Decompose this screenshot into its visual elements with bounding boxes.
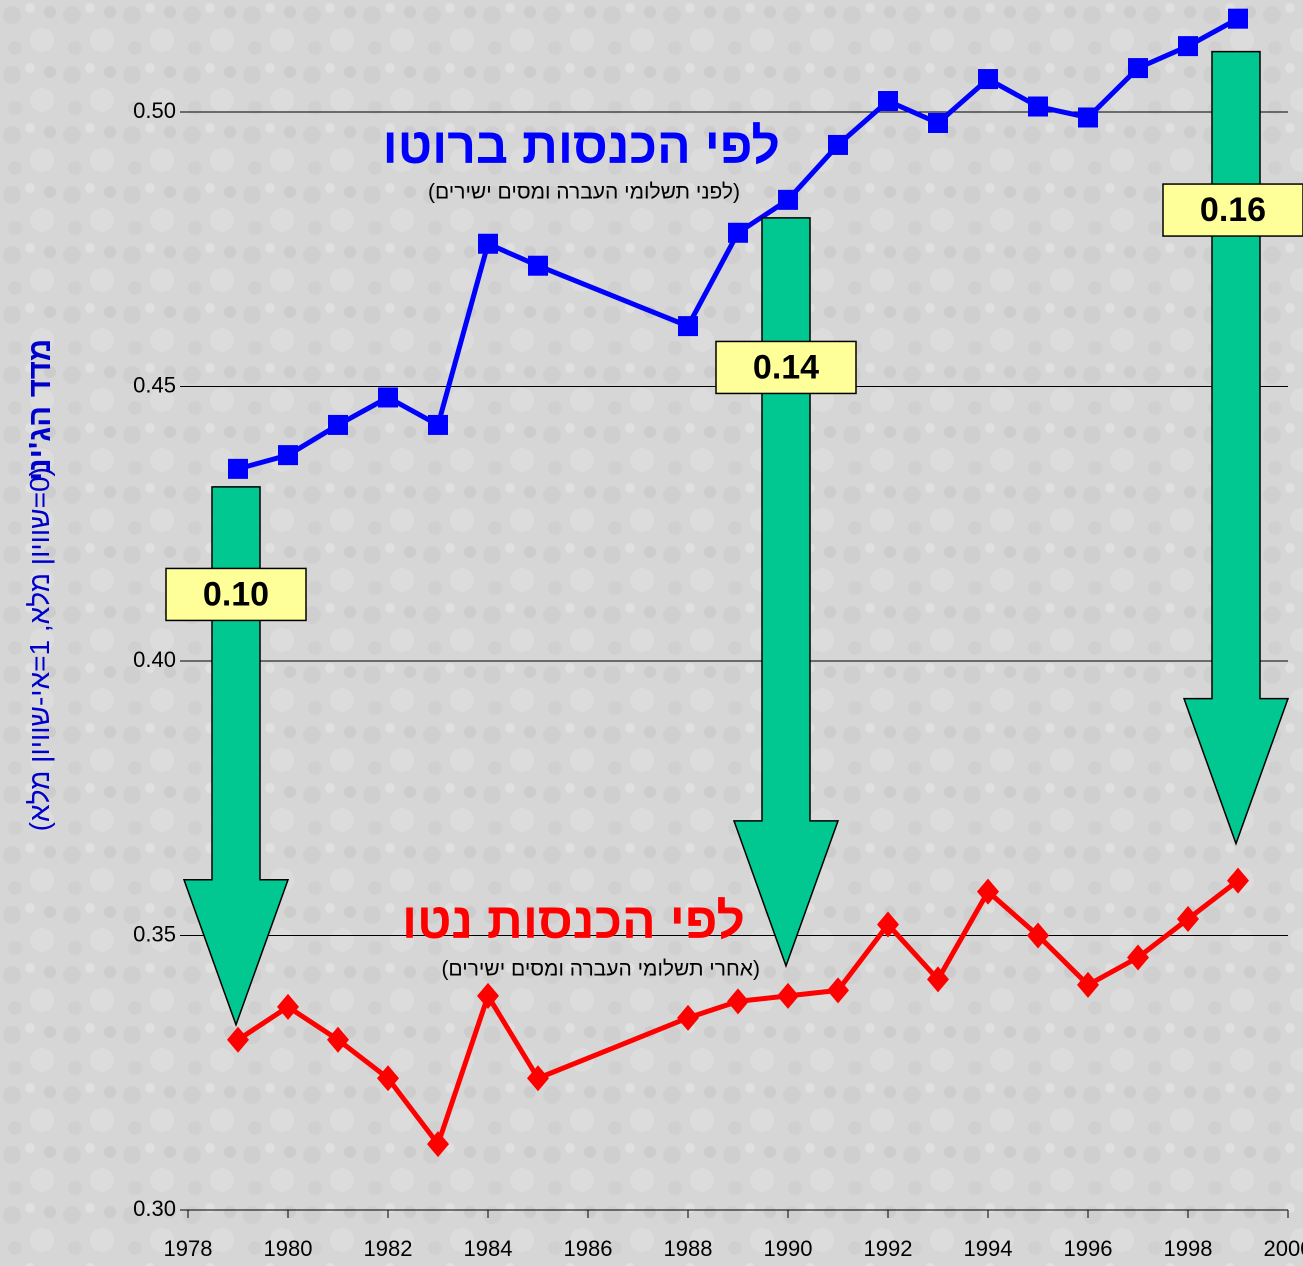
- x-tick-label: 1980: [264, 1236, 313, 1261]
- series-note: (לפני תשלומי העברה ומסים ישירים): [428, 181, 740, 204]
- x-tick-label: 1990: [764, 1236, 813, 1261]
- marker: [878, 91, 898, 112]
- x-tick-label: 1994: [964, 1236, 1013, 1261]
- marker: [377, 1065, 399, 1092]
- marker: [527, 1065, 549, 1092]
- marker: [1228, 8, 1248, 29]
- annotation-label: 0.16: [1200, 191, 1266, 229]
- series-label: לפי הכנסות ברוטו: [383, 118, 780, 174]
- marker: [1227, 867, 1249, 894]
- y-axis-label: מדד הג'יני(0=שוויון מלא, 1=אי-שוויון מלא…: [22, 339, 57, 832]
- marker: [828, 134, 848, 155]
- marker: [1028, 96, 1048, 117]
- x-tick-label: 1992: [864, 1236, 913, 1261]
- marker: [227, 1026, 249, 1053]
- marker: [977, 878, 999, 905]
- marker: [1077, 971, 1099, 998]
- marker: [378, 387, 398, 408]
- annotation-box: [165, 567, 307, 622]
- marker: [1127, 944, 1149, 971]
- marker: [427, 1131, 449, 1158]
- x-tick-label: 1998: [1164, 1236, 1213, 1261]
- marker: [728, 222, 748, 243]
- x-tick-label: 1996: [1064, 1236, 1113, 1261]
- annotation-label: 0.10: [203, 575, 269, 613]
- marker: [1078, 107, 1098, 128]
- marker: [827, 977, 849, 1004]
- x-tick-label: 1978: [164, 1236, 213, 1261]
- marker: [228, 458, 248, 479]
- marker: [328, 414, 348, 435]
- marker: [278, 445, 298, 466]
- marker: [1177, 906, 1199, 933]
- y-tick-label: 0.30: [133, 1196, 176, 1221]
- arrow: [732, 217, 840, 969]
- marker: [428, 414, 448, 435]
- annotation-box: [715, 340, 857, 395]
- annotation-box: [1162, 183, 1303, 237]
- marker: [877, 911, 899, 938]
- marker: [277, 993, 299, 1020]
- marker: [1027, 922, 1049, 949]
- y-tick-label: 0.50: [133, 98, 176, 123]
- marker: [927, 966, 949, 993]
- marker: [477, 982, 499, 1009]
- marker: [678, 316, 698, 337]
- marker: [528, 255, 548, 276]
- marker: [478, 233, 498, 254]
- marker: [778, 189, 798, 210]
- y-tick-label: 0.35: [133, 921, 176, 946]
- marker: [1178, 36, 1198, 57]
- series-label: לפי הכנסות נטו: [402, 893, 745, 949]
- x-tick-label: 1982: [364, 1236, 413, 1261]
- marker: [777, 982, 799, 1009]
- series-note: (אחרי תשלומי העברה ומסים ישירים): [441, 958, 760, 981]
- marker: [727, 988, 749, 1015]
- y-axis-note: (0=שוויון מלא, 1=אי-שוויון מלא): [24, 467, 55, 831]
- marker: [978, 69, 998, 90]
- x-tick-label: 1988: [664, 1236, 713, 1261]
- y-tick-label: 0.45: [133, 372, 176, 397]
- x-tick-label: 1986: [564, 1236, 613, 1261]
- y-axis-title: מדד הג'יני: [22, 339, 57, 481]
- marker: [1128, 58, 1148, 79]
- x-tick-label: 1984: [464, 1236, 513, 1261]
- arrow: [182, 486, 290, 1028]
- arrow: [1182, 50, 1290, 846]
- marker: [677, 1004, 699, 1031]
- y-tick-label: 0.40: [133, 647, 176, 672]
- annotation-label: 0.14: [753, 348, 819, 386]
- marker: [327, 1026, 349, 1053]
- marker: [928, 112, 948, 133]
